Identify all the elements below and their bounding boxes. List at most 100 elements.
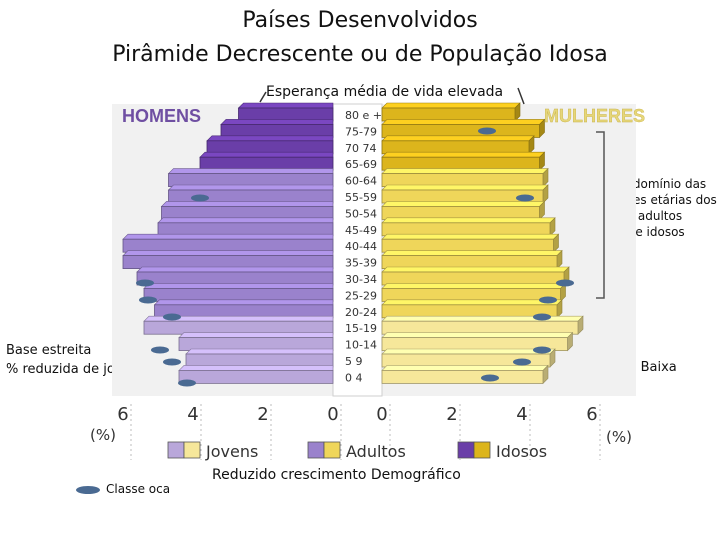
hollow-class-marker-13 xyxy=(178,379,196,387)
annotation-narrow-base: Base estreita xyxy=(6,343,92,358)
women-bar-top-12 xyxy=(381,299,563,306)
x-tick-right-1: 2 xyxy=(446,404,457,425)
women-bar-top-10 xyxy=(381,266,570,273)
hollow-class-marker-12 xyxy=(513,358,531,366)
x-tick-left-3: 0 xyxy=(327,404,338,425)
x-unit-left: (%) xyxy=(90,426,116,444)
women-bar-8 xyxy=(381,238,554,253)
women-label: MULHERES xyxy=(544,106,645,126)
legend-hollow-class-label: Classe oca xyxy=(106,482,171,496)
annotation-life-expectancy: Esperança média de vida elevada xyxy=(266,84,504,100)
hollow-class-marker-11 xyxy=(163,358,181,366)
men-bar-top-3 xyxy=(199,151,334,158)
men-bar-top-9 xyxy=(122,250,334,256)
legend-label-1: Adultos xyxy=(346,442,406,461)
men-bar-16 xyxy=(178,369,334,384)
women-bar-top-9 xyxy=(381,250,563,256)
hollow-class-marker-2 xyxy=(516,194,534,202)
annotation-demographic-growth: Reduzido crescimento Demográfico xyxy=(212,467,461,483)
annotation-predominance-line4: e idosos xyxy=(635,225,685,239)
age-tick-label-4: 60-64 xyxy=(345,175,377,188)
hollow-class-marker-4 xyxy=(556,279,574,287)
women-bar-1 xyxy=(381,124,540,138)
x-tick-right-2: 4 xyxy=(516,404,527,425)
age-tick-label-9: 35-39 xyxy=(345,257,377,270)
men-bar-8 xyxy=(122,238,334,253)
men-bar-7 xyxy=(157,222,334,237)
men-bar-top-0 xyxy=(237,102,334,109)
age-tick-label-12: 20-24 xyxy=(345,306,377,319)
women-bar-top-5 xyxy=(381,184,549,191)
women-bar-top-6 xyxy=(381,201,546,207)
men-label: HOMENS xyxy=(122,106,201,126)
age-tick-label-16: 0 4 xyxy=(345,371,363,384)
women-bar-top-16 xyxy=(381,365,549,371)
age-tick-label-10: 30-34 xyxy=(345,273,377,286)
x-tick-left-0: 6 xyxy=(117,404,128,425)
men-bar-top-14 xyxy=(178,332,334,338)
annotation-young-share: % reduzida de jovens xyxy=(6,362,146,377)
hollow-class-marker-9 xyxy=(151,346,169,354)
men-bar-0 xyxy=(238,107,334,122)
x-unit-right: (%) xyxy=(606,428,632,446)
age-tick-label-3: 65-69 xyxy=(345,158,377,171)
men-bar-top-10 xyxy=(136,266,334,273)
hollow-class-marker-1 xyxy=(191,194,209,202)
hollow-class-marker-6 xyxy=(539,296,557,304)
age-tick-label-6: 50-54 xyxy=(345,207,377,220)
men-bar-13 xyxy=(143,320,334,335)
age-tick-label-5: 55-59 xyxy=(345,191,377,204)
women-bar-top-15 xyxy=(381,348,556,355)
men-bar-2 xyxy=(206,140,334,155)
women-bar-top-8 xyxy=(381,233,560,240)
women-bar-top-1 xyxy=(381,119,546,125)
hollow-class-marker-5 xyxy=(139,296,157,304)
women-bar-11 xyxy=(381,287,561,302)
women-bar-0 xyxy=(381,107,516,122)
men-bar-10 xyxy=(136,271,334,286)
age-tick-label-13: 15-19 xyxy=(345,322,377,335)
hollow-class-marker-14 xyxy=(481,374,499,382)
men-bar-top-2 xyxy=(206,135,334,142)
annotation-arrow-right xyxy=(517,87,525,105)
age-tick-label-2: 70 74 xyxy=(345,142,377,155)
men-bar-6 xyxy=(161,205,334,220)
age-tick-label-14: 10-14 xyxy=(345,339,377,352)
legend-hollow-class-marker xyxy=(76,486,100,494)
age-tick-label-0: 80 e + xyxy=(345,109,382,122)
age-tick-label-11: 25-29 xyxy=(345,289,377,302)
annotation-predominance-line3: adultos xyxy=(637,209,683,223)
hollow-class-marker-8 xyxy=(533,313,551,321)
men-bar-top-4 xyxy=(167,168,334,174)
hollow-class-marker-7 xyxy=(163,313,181,321)
men-bar-top-8 xyxy=(122,233,334,240)
chart-title-line2: Pirâmide Decrescente ou de População Ido… xyxy=(112,42,608,67)
men-bar-top-7 xyxy=(157,217,334,224)
men-bar-12 xyxy=(154,304,334,319)
legend-swatch-women-0 xyxy=(183,441,201,459)
women-bar-12 xyxy=(381,304,558,319)
annotation-predominance-line1: Predomínio das xyxy=(613,177,707,191)
men-bar-top-5 xyxy=(167,184,334,191)
women-bar-top-11 xyxy=(381,283,567,289)
women-bar-7 xyxy=(381,222,551,237)
x-tick-left-1: 4 xyxy=(187,404,198,425)
men-bar-15 xyxy=(185,353,334,368)
x-tick-right-3: 6 xyxy=(586,404,597,425)
women-bar-top-7 xyxy=(381,217,556,224)
annotation-bracket-right xyxy=(596,131,605,299)
legend-swatch-women-2 xyxy=(473,441,491,459)
age-tick-label-15: 5 9 xyxy=(345,355,363,368)
men-bar-11 xyxy=(143,287,334,302)
chart-title-line1: Países Desenvolvidos xyxy=(242,8,478,33)
men-bar-top-12 xyxy=(153,299,334,306)
women-bar-top-3 xyxy=(381,151,546,158)
women-bar-10 xyxy=(381,271,565,286)
legend-label-2: Idosos xyxy=(496,442,547,461)
women-bar-4 xyxy=(381,173,544,188)
women-bar-top-14 xyxy=(381,332,574,338)
hollow-class-marker-10 xyxy=(533,346,551,354)
legend-swatch-men-0 xyxy=(167,441,185,459)
women-bar-16 xyxy=(381,369,544,384)
